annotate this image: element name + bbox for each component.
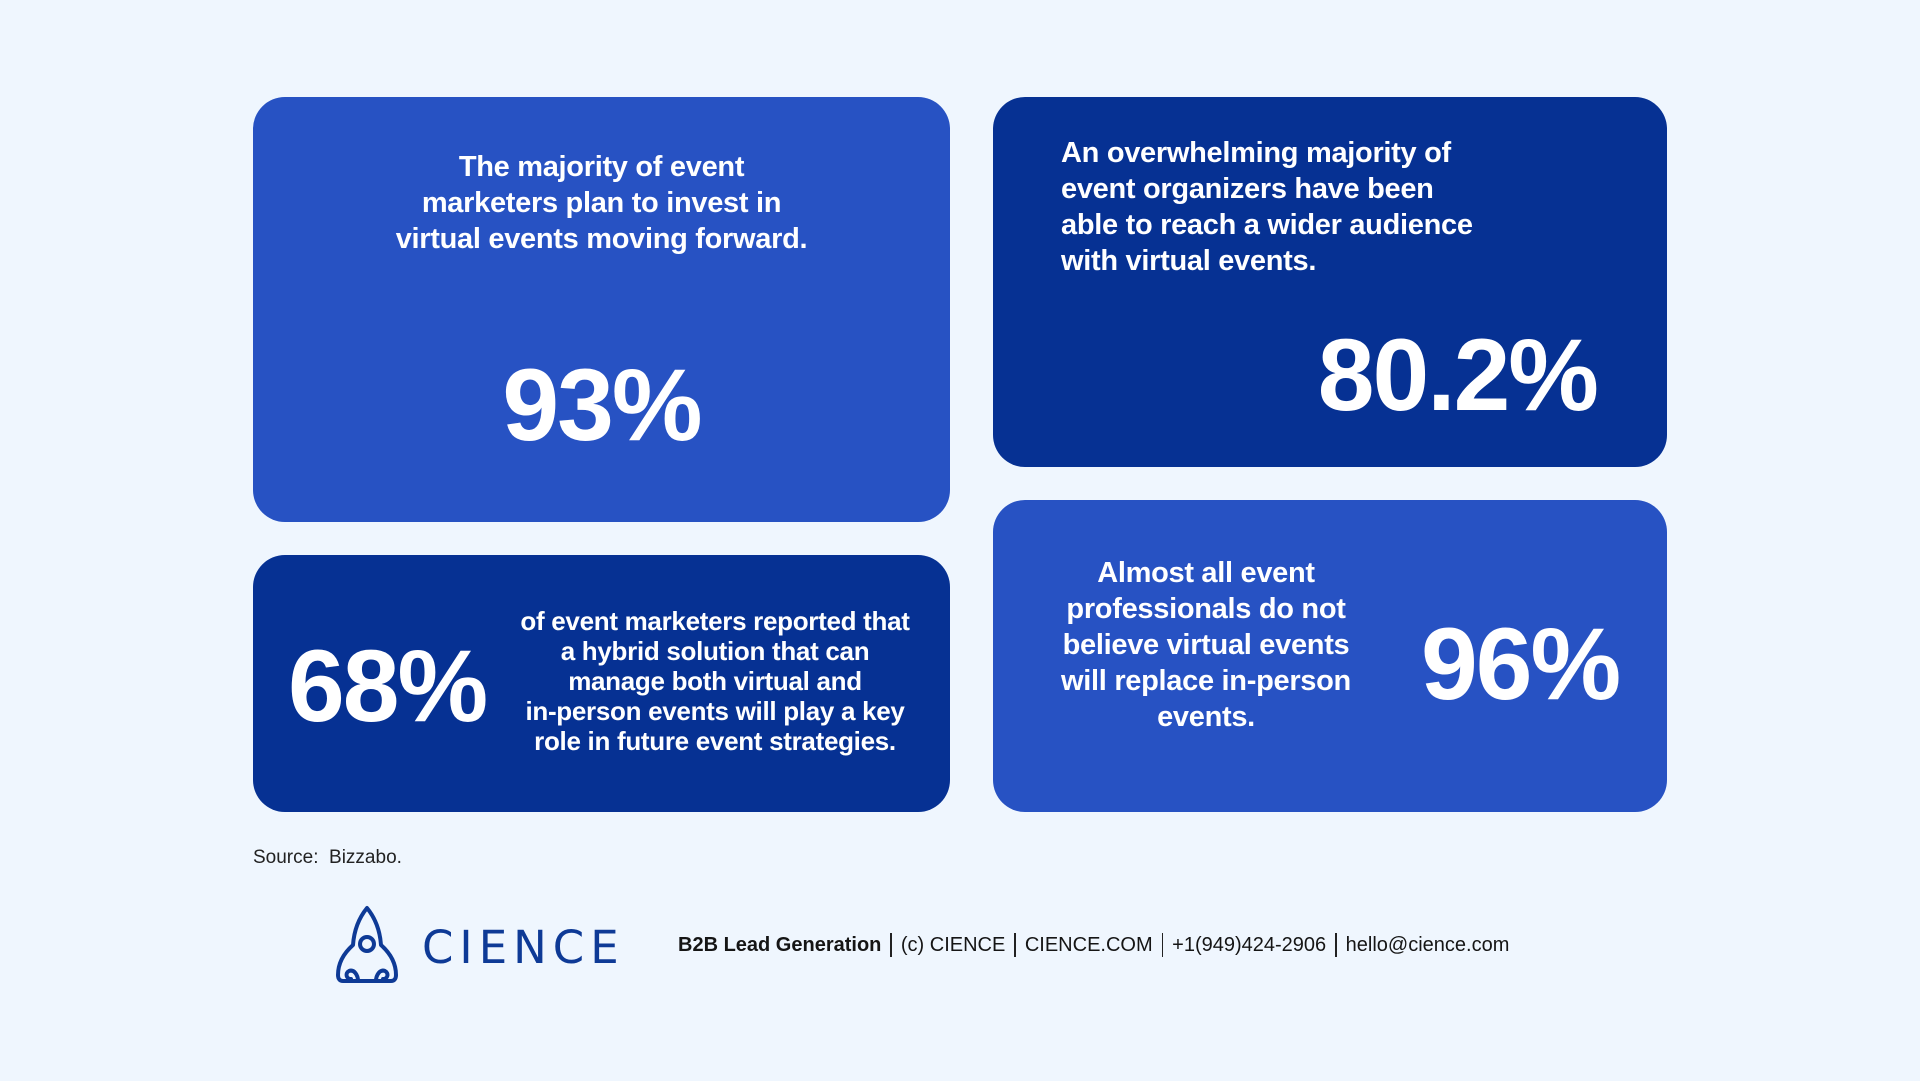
footer-website-link[interactable]: CIENCE.COM	[1024, 933, 1153, 956]
stat-description: An overwhelming majority of event organi…	[1061, 137, 1473, 277]
footer-email-link[interactable]: hello@cience.com	[1345, 933, 1510, 956]
stat-card-hybrid-solution: 68% of event marketers reported that a h…	[253, 555, 950, 812]
stat-card-not-replace-in-person: Almost all event professionals do not be…	[993, 500, 1667, 812]
stat-description: The majority of event marketers plan to …	[395, 151, 808, 255]
stat-card-wider-audience: An overwhelming majority of event organi…	[993, 97, 1667, 467]
stat-description: Almost all event professionals do not be…	[1061, 557, 1351, 733]
separator	[1014, 933, 1016, 957]
separator	[890, 933, 892, 957]
source-citation: Source: Bizzabo.	[253, 847, 402, 868]
rocket-icon	[334, 905, 400, 985]
stat-value: 93%	[502, 348, 702, 462]
stat-value: 80.2%	[1317, 318, 1599, 432]
footer-tagline: B2B Lead Generation	[678, 933, 882, 956]
footer-contact-bar: B2B Lead Generation (c) CIENCE CIENCE.CO…	[678, 932, 1509, 958]
footer-phone[interactable]: +1(949)424-2906	[1172, 933, 1327, 956]
stat-card-virtual-investment: The majority of event marketers plan to …	[253, 97, 950, 522]
separator	[1335, 933, 1337, 957]
stat-description: of event marketers reported that a hybri…	[520, 606, 910, 756]
separator	[1161, 933, 1164, 957]
footer-copyright: (c) CIENCE	[900, 933, 1006, 956]
logo-wordmark: CIENCE	[422, 920, 625, 974]
cience-logo: CIENCE	[334, 905, 625, 985]
stat-value: 68%	[288, 629, 488, 743]
stat-value: 96%	[1421, 607, 1621, 721]
